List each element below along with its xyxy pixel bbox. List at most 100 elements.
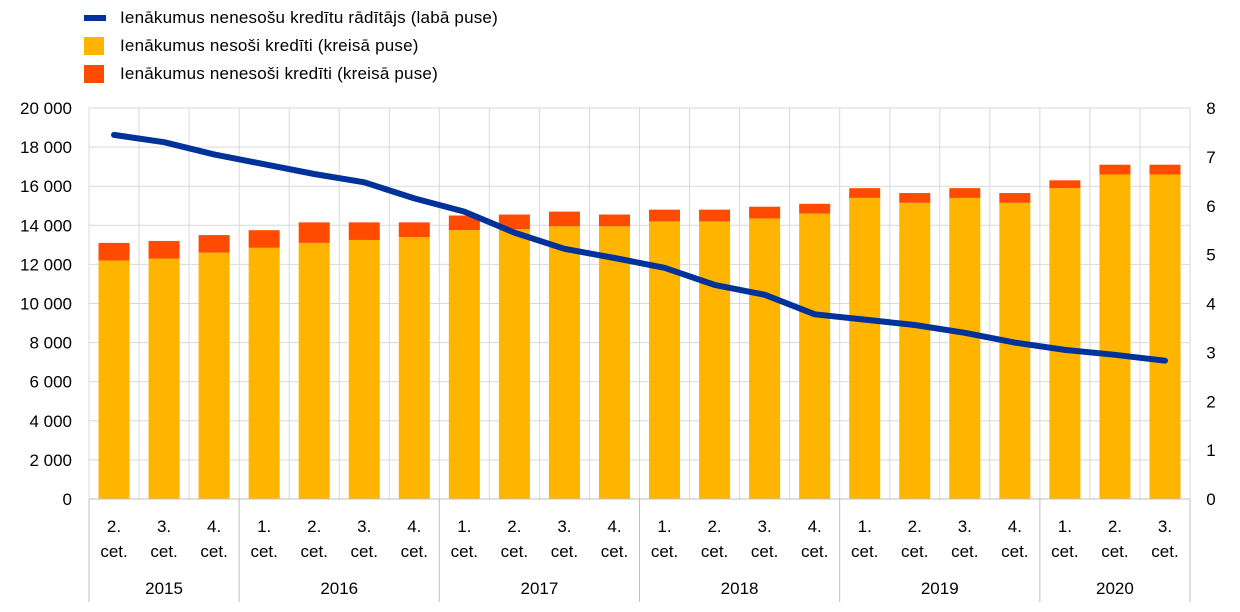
y-right-tick-label: 2	[1206, 392, 1215, 411]
bar-performing	[298, 242, 330, 499]
x-tick-label-unit: cet.	[501, 542, 528, 561]
y-right-tick-label: 1	[1206, 441, 1215, 460]
bar-performing	[398, 237, 430, 499]
x-tick-label-unit: cet.	[351, 542, 378, 561]
bar-nonperforming	[448, 215, 480, 231]
x-tick-label-unit: cet.	[1051, 542, 1078, 561]
bar-nonperforming	[799, 203, 831, 214]
x-year-label: 2017	[520, 579, 558, 598]
x-tick-label-unit: cet.	[100, 542, 127, 561]
bar-performing	[448, 230, 480, 499]
bar-performing	[849, 197, 881, 499]
bar-nonperforming	[598, 214, 630, 227]
legend-swatch-ratio	[84, 15, 106, 21]
legend-item-ratio: Ienākumus nenesošu kredītu rādītājs (lab…	[84, 4, 498, 32]
y-left-tick-label: 20 000	[20, 99, 72, 118]
bar-performing	[498, 229, 530, 499]
x-tick-label-unit: cet.	[601, 542, 628, 561]
bar-nonperforming	[999, 193, 1031, 203]
y-right-tick-label: 5	[1206, 246, 1215, 265]
bar-nonperforming	[749, 206, 781, 219]
bar-nonperforming	[348, 222, 380, 240]
x-tick-label-unit: cet.	[451, 542, 478, 561]
y-right-tick-label: 3	[1206, 343, 1215, 362]
x-tick-label-unit: cet.	[1101, 542, 1128, 561]
legend-item-performing: Ienākumus nesoši kredīti (kreisā puse)	[84, 32, 498, 60]
x-tick-label-unit: cet.	[1001, 542, 1028, 561]
chart-legend: Ienākumus nenesošu kredītu rādītājs (lab…	[84, 4, 498, 88]
x-tick-label-quarter: 1.	[257, 517, 271, 536]
x-tick-label-unit: cet.	[701, 542, 728, 561]
legend-label-nonperforming: Ienākumus nenesoši kredīti (kreisā puse)	[120, 64, 438, 83]
bar-nonperforming	[548, 211, 580, 227]
y-left-tick-label: 6 000	[29, 373, 72, 392]
x-tick-label-unit: cet.	[901, 542, 928, 561]
bar-nonperforming	[248, 230, 280, 248]
y-left-tick-label: 2 000	[29, 451, 72, 470]
bar-performing	[999, 202, 1031, 499]
bar-performing	[598, 226, 630, 499]
x-tick-label-unit: cet.	[951, 542, 978, 561]
x-tick-label-quarter: 3.	[557, 517, 571, 536]
y-right-tick-label: 4	[1206, 295, 1215, 314]
x-tick-label-unit: cet.	[751, 542, 778, 561]
x-tick-label-quarter: 4.	[607, 517, 621, 536]
x-tick-label-unit: cet.	[301, 542, 328, 561]
x-tick-label-unit: cet.	[401, 542, 428, 561]
x-tick-label-quarter: 2.	[307, 517, 321, 536]
x-tick-label-unit: cet.	[651, 542, 678, 561]
x-year-label: 2018	[721, 579, 759, 598]
y-left-tick-label: 14 000	[20, 216, 72, 235]
x-tick-label-quarter: 1.	[657, 517, 671, 536]
legend-label-ratio: Ienākumus nenesošu kredītu rādītājs (lab…	[120, 8, 498, 27]
x-tick-label-quarter: 3.	[357, 517, 371, 536]
x-tick-label-quarter: 4.	[1008, 517, 1022, 536]
x-tick-label-quarter: 4.	[207, 517, 221, 536]
y-right-tick-label: 6	[1206, 197, 1215, 216]
bar-nonperforming	[98, 242, 130, 261]
x-year-label: 2016	[320, 579, 358, 598]
bar-nonperforming	[148, 240, 180, 259]
bar-performing	[248, 247, 280, 499]
x-tick-label-quarter: 1.	[457, 517, 471, 536]
bar-performing	[749, 218, 781, 499]
legend-label-performing: Ienākumus nesoši kredīti (kreisā puse)	[120, 36, 419, 55]
x-tick-label-quarter: 3.	[758, 517, 772, 536]
bar-nonperforming	[398, 222, 430, 238]
y-left-tick-label: 16 000	[20, 177, 72, 196]
bar-nonperforming	[198, 235, 230, 253]
y-left-tick-label: 10 000	[20, 295, 72, 314]
bar-nonperforming	[298, 222, 330, 243]
bar-performing	[799, 213, 831, 499]
bar-nonperforming	[649, 209, 681, 222]
bar-performing	[198, 252, 230, 499]
y-left-tick-label: 18 000	[20, 138, 72, 157]
bar-performing	[98, 260, 130, 499]
x-year-label: 2015	[145, 579, 183, 598]
legend-swatch-performing	[84, 37, 104, 55]
y-left-tick-label: 8 000	[29, 334, 72, 353]
x-tick-label-unit: cet.	[851, 542, 878, 561]
x-tick-label-unit: cet.	[150, 542, 177, 561]
bar-performing	[949, 197, 981, 499]
x-tick-label-quarter: 3.	[958, 517, 972, 536]
x-tick-label-unit: cet.	[551, 542, 578, 561]
x-tick-label-quarter: 2.	[107, 517, 121, 536]
x-tick-label-quarter: 3.	[1158, 517, 1172, 536]
x-year-label: 2020	[1096, 579, 1134, 598]
x-tick-label-quarter: 2.	[507, 517, 521, 536]
bar-nonperforming	[849, 188, 881, 198]
bar-performing	[699, 221, 731, 499]
bar-performing	[1049, 188, 1081, 499]
x-tick-label-unit: cet.	[200, 542, 227, 561]
x-tick-label-quarter: 3.	[157, 517, 171, 536]
bar-performing	[1149, 174, 1181, 499]
x-tick-label-quarter: 2.	[1108, 517, 1122, 536]
x-tick-label-quarter: 2.	[908, 517, 922, 536]
bar-nonperforming	[899, 193, 931, 203]
x-tick-label-quarter: 4.	[407, 517, 421, 536]
legend-swatch-nonperforming	[84, 65, 104, 83]
ratio-line	[111, 131, 1168, 364]
x-tick-label-quarter: 4.	[808, 517, 822, 536]
